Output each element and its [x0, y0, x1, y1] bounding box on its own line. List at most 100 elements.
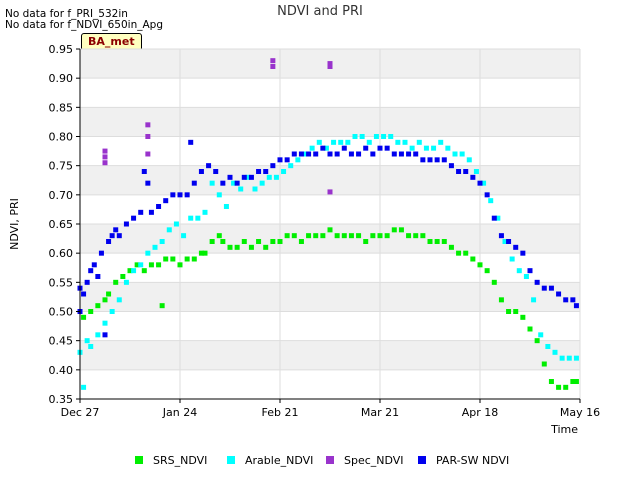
- point-par-sw-ndvi: [263, 169, 269, 174]
- point-srs-ndvi: [291, 233, 297, 239]
- point-par-sw-ndvi: [270, 163, 276, 169]
- point-arable-ndvi: [266, 174, 272, 180]
- point-par-sw-ndvi: [102, 332, 108, 338]
- point-arable-ndvi: [131, 268, 137, 274]
- point-arable-ndvi: [202, 209, 208, 215]
- point-par-sw-ndvi: [84, 279, 90, 285]
- point-par-sw-ndvi: [334, 151, 340, 157]
- legend-label-arable-ndvi: Arable_NDVI: [245, 454, 313, 467]
- point-par-sw-ndvi: [241, 174, 247, 180]
- point-srs-ndvi: [234, 244, 240, 250]
- point-arable-ndvi: [459, 151, 465, 157]
- point-par-sw-ndvi: [573, 303, 579, 309]
- point-srs-ndvi: [270, 239, 276, 244]
- point-arable-ndvi: [438, 139, 444, 145]
- site-label-badge: BA_met: [81, 33, 142, 51]
- legend-swatch-arable-ndvi: [227, 456, 235, 464]
- y-tick-label: 0.60: [49, 247, 74, 260]
- point-srs-ndvi: [456, 250, 462, 256]
- point-par-sw-ndvi: [441, 157, 447, 163]
- y-tick-label: 0.75: [49, 160, 74, 173]
- point-srs-ndvi: [106, 291, 112, 297]
- point-srs-ndvi: [463, 250, 469, 256]
- point-srs-ndvi: [377, 233, 383, 239]
- point-srs-ndvi: [477, 262, 483, 268]
- point-arable-ndvi: [231, 180, 237, 186]
- y-tick-label: 0.40: [49, 364, 74, 377]
- point-srs-ndvi: [159, 303, 165, 309]
- point-spec-ndvi: [145, 151, 151, 157]
- point-par-sw-ndvi: [131, 215, 137, 221]
- point-par-sw-ndvi: [556, 291, 562, 297]
- legend-label-srs-ndvi: SRS_NDVI: [153, 454, 207, 467]
- y-tick-label: 0.85: [49, 101, 74, 114]
- point-par-sw-ndvi: [427, 157, 433, 163]
- point-spec-ndvi: [145, 122, 151, 128]
- point-arable-ndvi: [166, 227, 172, 233]
- point-srs-ndvi: [263, 244, 269, 250]
- point-arable-ndvi: [188, 215, 194, 221]
- legend-label-spec-ndvi: Spec_NDVI: [344, 454, 404, 467]
- point-par-sw-ndvi: [88, 268, 94, 274]
- point-arable-ndvi: [545, 344, 551, 349]
- point-srs-ndvi: [227, 244, 233, 250]
- x-tick-label: Mar 21: [361, 406, 399, 419]
- point-spec-ndvi: [102, 148, 108, 154]
- point-par-sw-ndvi: [113, 227, 119, 233]
- point-par-sw-ndvi: [484, 192, 490, 198]
- point-srs-ndvi: [113, 279, 119, 285]
- point-par-sw-ndvi: [170, 192, 176, 198]
- point-srs-ndvi: [198, 250, 204, 256]
- point-arable-ndvi: [431, 145, 437, 151]
- point-srs-ndvi: [498, 297, 504, 303]
- point-srs-ndvi: [391, 227, 397, 233]
- point-par-sw-ndvi: [520, 250, 526, 256]
- point-par-sw-ndvi: [363, 145, 369, 151]
- point-par-sw-ndvi: [348, 151, 354, 157]
- point-srs-ndvi: [441, 239, 447, 244]
- point-par-sw-ndvi: [477, 180, 483, 186]
- point-par-sw-ndvi: [420, 157, 426, 163]
- point-arable-ndvi: [216, 192, 222, 198]
- point-srs-ndvi: [406, 233, 412, 239]
- grid-band: [80, 340, 580, 370]
- y-tick-label: 0.90: [49, 72, 74, 85]
- y-tick-label: 0.65: [49, 218, 74, 231]
- point-srs-ndvi: [548, 379, 554, 384]
- point-arable-ndvi: [316, 139, 322, 145]
- point-par-sw-ndvi: [498, 233, 504, 239]
- point-par-sw-ndvi: [413, 151, 419, 157]
- point-arable-ndvi: [331, 139, 337, 145]
- point-par-sw-ndvi: [95, 274, 101, 279]
- point-srs-ndvi: [484, 268, 490, 274]
- point-arable-ndvi: [416, 139, 422, 145]
- point-arable-ndvi: [281, 169, 287, 174]
- point-srs-ndvi: [356, 233, 362, 239]
- point-srs-ndvi: [348, 233, 354, 239]
- point-srs-ndvi: [81, 314, 87, 320]
- point-arable-ndvi: [102, 320, 108, 326]
- point-par-sw-ndvi: [191, 180, 197, 186]
- point-srs-ndvi: [134, 262, 140, 268]
- point-par-sw-ndvi: [227, 174, 233, 180]
- point-arable-ndvi: [252, 186, 258, 192]
- point-arable-ndvi: [123, 279, 129, 285]
- point-arable-ndvi: [423, 145, 429, 151]
- point-par-sw-ndvi: [198, 169, 204, 174]
- point-srs-ndvi: [284, 233, 290, 239]
- x-tick-label: Apr 18: [462, 406, 499, 419]
- point-srs-ndvi: [534, 338, 540, 344]
- point-arable-ndvi: [259, 180, 265, 186]
- point-srs-ndvi: [177, 262, 183, 268]
- point-arable-ndvi: [223, 204, 229, 209]
- point-srs-ndvi: [413, 233, 419, 239]
- point-arable-ndvi: [323, 145, 329, 151]
- point-par-sw-ndvi: [548, 285, 554, 291]
- point-srs-ndvi: [184, 256, 190, 262]
- point-par-sw-ndvi: [91, 262, 97, 268]
- point-arable-ndvi: [402, 139, 408, 145]
- point-par-sw-ndvi: [188, 139, 194, 145]
- point-srs-ndvi: [363, 239, 369, 244]
- point-srs-ndvi: [191, 256, 197, 262]
- point-par-sw-ndvi: [341, 145, 347, 151]
